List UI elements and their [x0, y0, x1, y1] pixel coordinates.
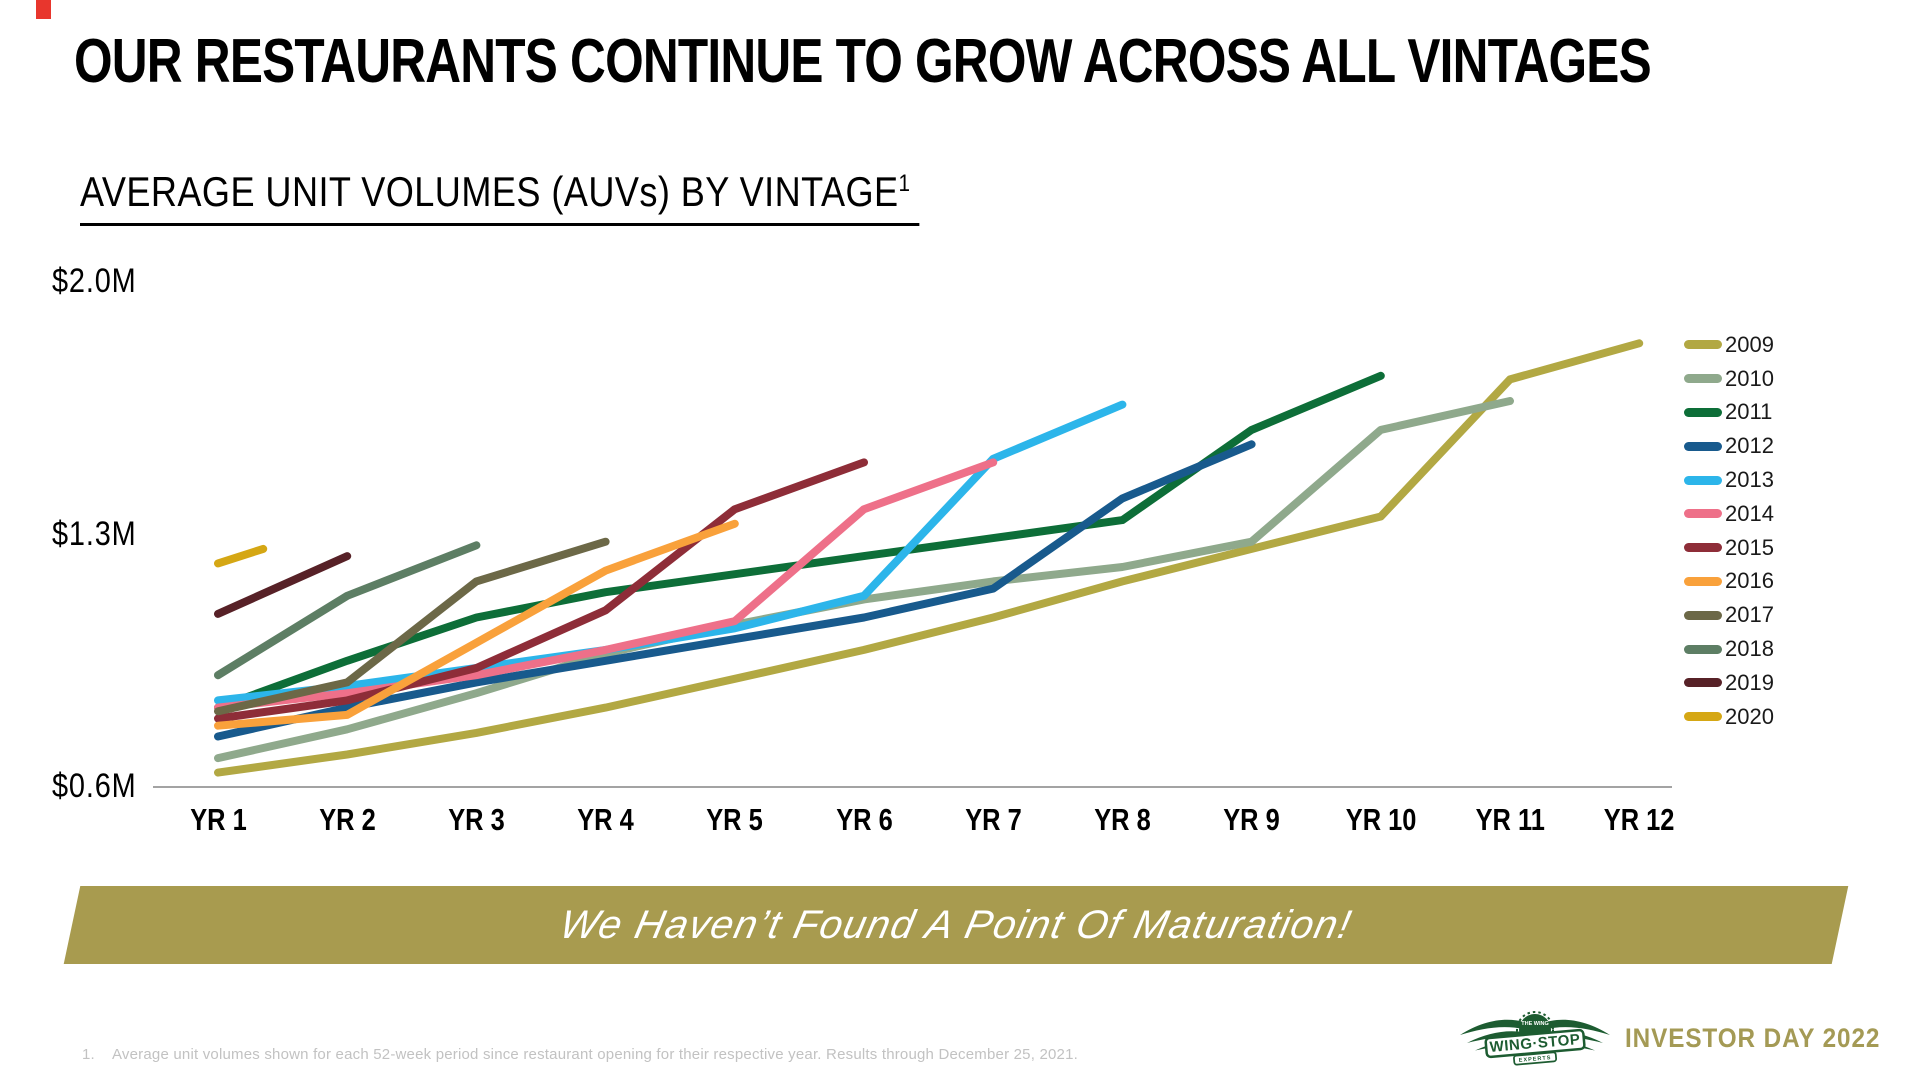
legend-swatch-2017 — [1684, 610, 1722, 620]
series-line-2019 — [214, 552, 352, 618]
x-tick-yr-1: YR 1 — [189, 802, 247, 837]
chart-title-text: AVERAGE UNIT VOLUMES (AUVs) BY VINTAGE1 — [80, 168, 920, 226]
legend-item-2018: 2018 — [1684, 632, 1774, 666]
legend-label-2014: 2014 — [1725, 500, 1774, 526]
logo-ribbon-bottom: EXPERTS — [1513, 1051, 1558, 1066]
chart-title-label: AVERAGE UNIT VOLUMES (AUVs) BY VINTAGE — [80, 168, 899, 215]
series-line-2016 — [214, 519, 739, 730]
legend-swatch-2020 — [1684, 712, 1722, 722]
takeaway-banner-text: We Haven’t Found A Point Of Maturation! — [556, 902, 1357, 947]
legend-swatch-2012 — [1684, 441, 1722, 451]
legend-label-2018: 2018 — [1725, 636, 1774, 662]
logo-text-top: THE WING — [1521, 1021, 1549, 1027]
legend-item-2012: 2012 — [1684, 429, 1774, 463]
legend-item-2013: 2013 — [1684, 463, 1774, 497]
legend-swatch-2010 — [1684, 374, 1722, 384]
y-tick-2.0: $2.0M — [52, 262, 137, 300]
legend-label-2012: 2012 — [1725, 433, 1774, 459]
page-title-text: OUR RESTAURANTS CONTINUE TO GROW ACROSS … — [74, 27, 1652, 96]
chart-title: AVERAGE UNIT VOLUMES (AUVs) BY VINTAGE1 — [80, 168, 1056, 226]
takeaway-banner: We Haven’t Found A Point Of Maturation! — [63, 886, 1849, 964]
slide-accent-mark — [36, 0, 51, 19]
footnote-number: 1. — [82, 1046, 95, 1063]
legend-item-2019: 2019 — [1684, 666, 1774, 700]
legend-item-2011: 2011 — [1684, 396, 1774, 430]
legend-label-2009: 2009 — [1725, 331, 1774, 357]
legend-label-2016: 2016 — [1725, 568, 1774, 594]
footer: THE WING WING·STOP EXPERTS INVESTOR DAY … — [1455, 1002, 1895, 1074]
legend-item-2010: 2010 — [1684, 362, 1774, 396]
legend-label-2020: 2020 — [1725, 703, 1774, 729]
y-tick-0.6: $0.6M — [52, 767, 137, 805]
y-tick-1.3: $1.3M — [52, 514, 137, 553]
series-line-2012 — [214, 440, 1256, 741]
footer-event-text: INVESTOR DAY 2022 — [1625, 1022, 1881, 1053]
legend-label-2011: 2011 — [1725, 399, 1773, 425]
series-line-2015 — [214, 458, 868, 723]
x-tick-yr-6: YR 6 — [835, 802, 893, 837]
x-tick-yr-11: YR 11 — [1475, 802, 1545, 837]
legend-label-2017: 2017 — [1725, 602, 1774, 628]
legend-swatch-2018 — [1684, 644, 1722, 654]
footnote-text: Average unit volumes shown for each 52-w… — [112, 1046, 1078, 1063]
legend-swatch-2019 — [1684, 678, 1722, 688]
series-line-2020 — [214, 544, 268, 568]
x-tick-yr-12: YR 12 — [1603, 802, 1675, 837]
legend-item-2009: 2009 — [1684, 328, 1774, 362]
footer-event-title: INVESTOR DAY 2022 — [1625, 1023, 1909, 1054]
legend-swatch-2011 — [1684, 407, 1722, 417]
chart-legend: 2009 2010 2011 2012 2013 2014 2015 2016 2017 2018… — [1684, 328, 1774, 734]
x-tick-yr-5: YR 5 — [706, 802, 764, 837]
legend-item-2016: 2016 — [1684, 565, 1774, 599]
legend-item-2015: 2015 — [1684, 531, 1774, 565]
x-tick-yr-9: YR 9 — [1223, 802, 1280, 837]
x-tick-yr-8: YR 8 — [1094, 802, 1151, 837]
series-line-2011 — [214, 371, 1385, 712]
logo-text-bottom: EXPERTS — [1519, 1055, 1552, 1064]
series-line-2018 — [214, 541, 481, 680]
page-title: OUR RESTAURANTS CONTINUE TO GROW ACROSS … — [74, 26, 1920, 97]
wingstop-logo-icon: THE WING WING·STOP EXPERTS — [1460, 1011, 1610, 1066]
legend-label-2019: 2019 — [1725, 669, 1774, 695]
x-tick-yr-4: YR 4 — [577, 802, 634, 837]
x-tick-yr-2: YR 2 — [318, 802, 376, 837]
legend-item-2014: 2014 — [1684, 497, 1774, 531]
legend-swatch-2013 — [1684, 475, 1722, 485]
legend-label-2015: 2015 — [1725, 534, 1774, 560]
x-tick-yr-10: YR 10 — [1345, 802, 1417, 837]
series-line-2009 — [214, 339, 1644, 777]
legend-swatch-2014 — [1684, 509, 1722, 519]
legend-label-2010: 2010 — [1725, 365, 1774, 391]
series-line-2010 — [214, 397, 1514, 763]
footnote: 1. Average unit volumes shown for each 52… — [82, 1046, 1078, 1063]
legend-swatch-2015 — [1684, 543, 1722, 553]
legend-item-2020: 2020 — [1684, 700, 1774, 734]
legend-swatch-2009 — [1684, 340, 1722, 350]
series-line-2017 — [214, 537, 610, 716]
legend-item-2017: 2017 — [1684, 598, 1774, 632]
series-line-2014 — [214, 458, 998, 712]
legend-swatch-2016 — [1684, 576, 1722, 586]
x-tick-yr-7: YR 7 — [964, 802, 1022, 837]
x-tick-yr-3: YR 3 — [448, 802, 505, 837]
legend-label-2013: 2013 — [1725, 467, 1774, 493]
footnote-marker: 1 — [898, 170, 911, 197]
